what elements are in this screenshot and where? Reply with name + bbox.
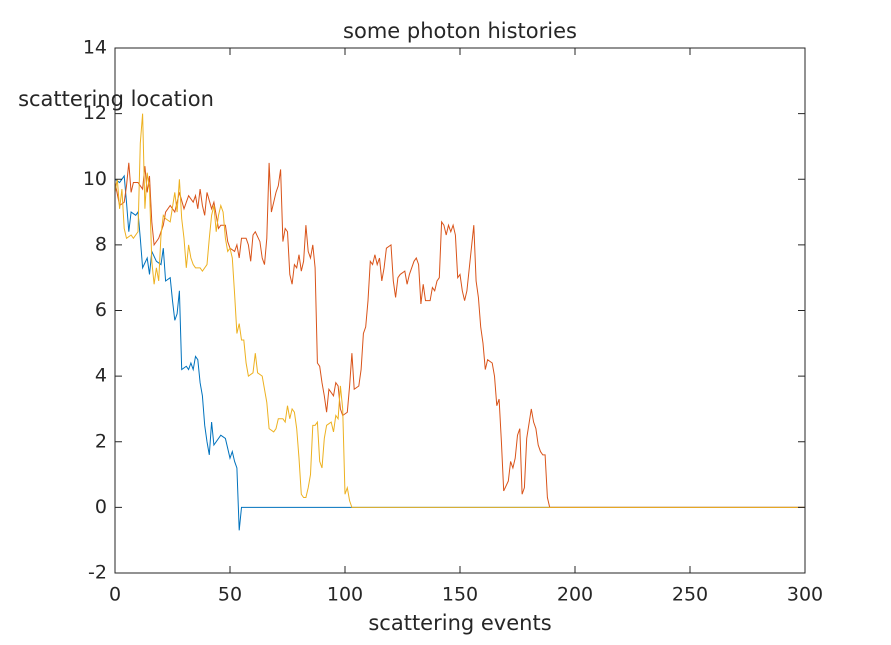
y-tick-label: 6 [95,299,107,321]
x-tick-label: 100 [327,584,363,606]
y-tick-label: 10 [83,168,107,190]
y-tick-label: 0 [95,496,107,518]
x-tick-label: 250 [672,584,708,606]
plot-area [114,113,805,531]
y-tick-label: 12 [83,102,107,124]
data-line [114,113,805,508]
x-tick-label: 0 [109,584,121,606]
x-tick-label: 200 [557,584,593,606]
data-line [114,162,805,508]
y-tick-label: 8 [95,233,107,255]
y-tick-label: 4 [95,365,107,387]
x-tick-label: 150 [442,584,478,606]
x-tick-label: 300 [787,584,823,606]
y-axis-label: scattering location [18,87,214,111]
x-tick-label: 50 [218,584,242,606]
y-tick-label: -2 [88,562,107,584]
y-tick-label: 2 [95,430,107,452]
chart-title: some photon histories [343,19,577,43]
x-axis-label: scattering events [368,611,551,635]
y-tick-label: 14 [83,37,107,59]
